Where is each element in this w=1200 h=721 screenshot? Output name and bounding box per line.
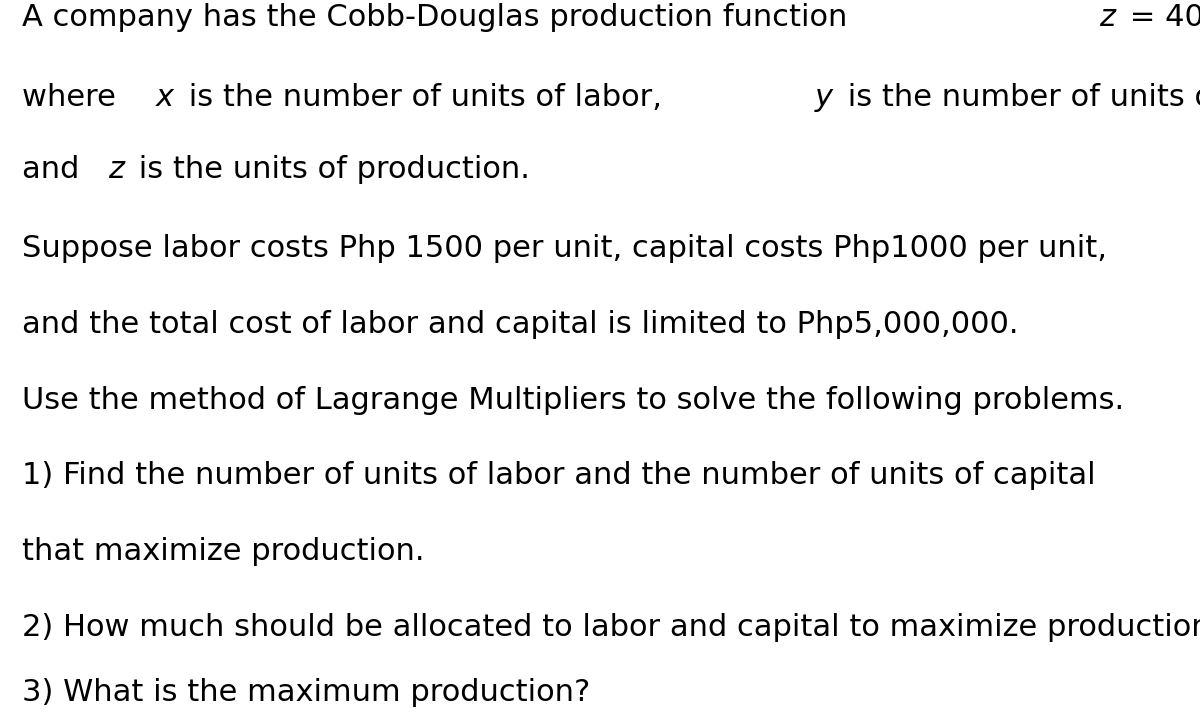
Text: is the units of production.: is the units of production. [128,155,529,184]
Text: 3) What is the maximum production?: 3) What is the maximum production? [22,678,590,707]
Text: z: z [108,155,125,184]
Text: 1) Find the number of units of labor and the number of units of capital: 1) Find the number of units of labor and… [22,461,1096,490]
Text: Suppose labor costs Php 1500 per unit, capital costs Php1000 per unit,: Suppose labor costs Php 1500 per unit, c… [22,234,1106,263]
Text: is the number of units of capital,: is the number of units of capital, [838,83,1200,112]
Text: x: x [155,83,173,112]
Text: y: y [815,83,833,112]
Text: and the total cost of labor and capital is limited to Php5,000,000.: and the total cost of labor and capital … [22,310,1018,339]
Text: z: z [1099,4,1115,32]
Text: = 400: = 400 [1120,4,1200,32]
Text: A company has the Cobb-Douglas production function: A company has the Cobb-Douglas productio… [22,4,857,32]
Text: is the number of units of labor,: is the number of units of labor, [179,83,671,112]
Text: 2) How much should be allocated to labor and capital to maximize production?: 2) How much should be allocated to labor… [22,613,1200,642]
Text: that maximize production.: that maximize production. [22,537,424,566]
Text: where: where [22,83,125,112]
Text: and: and [22,155,89,184]
Text: Use the method of Lagrange Multipliers to solve the following problems.: Use the method of Lagrange Multipliers t… [22,386,1123,415]
